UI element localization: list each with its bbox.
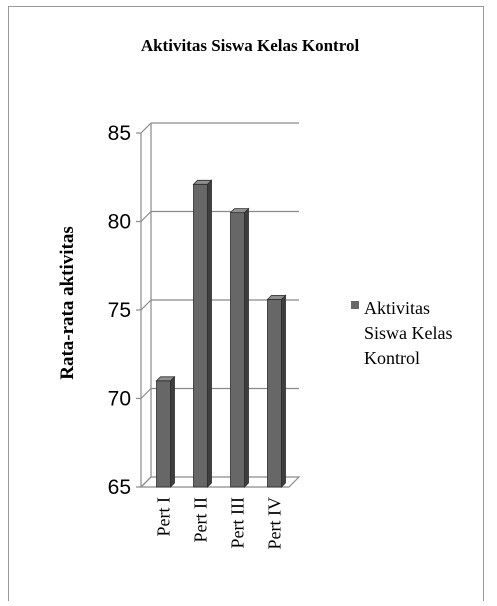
- axes: [136, 123, 301, 488]
- y-axis-label: Rata-rata aktivitas: [57, 226, 78, 380]
- bar: [230, 212, 245, 488]
- legend-label: Aktivitas Siswa Kelas Kontrol: [364, 298, 453, 368]
- bar-top: [155, 376, 176, 382]
- bar-top: [192, 179, 213, 185]
- chart-frame: Aktivitas Siswa Kelas Kontrol Rata-rata …: [8, 6, 484, 601]
- chart-svg: Aktivitas Siswa Kelas Kontrol Rata-rata …: [57, 36, 453, 550]
- y-tick-label: 70: [108, 388, 131, 411]
- x-tick-label: Pert III: [228, 497, 248, 548]
- y-tick-labels: 65 70 75 80 85: [108, 122, 131, 499]
- bars: [155, 179, 287, 488]
- bar-top: [229, 208, 250, 214]
- legend-label-line: Kontrol: [364, 348, 420, 368]
- bar-side: [170, 375, 175, 488]
- bar-side: [207, 179, 212, 488]
- legend-swatch: [351, 301, 359, 309]
- x-tick-label: Pert I: [154, 497, 174, 537]
- bar-side: [281, 294, 286, 488]
- gridline-diagonal: [140, 299, 152, 311]
- x-tick-label: Pert II: [191, 497, 211, 542]
- x-tick-label: Pert IV: [265, 497, 285, 550]
- bar: [156, 380, 171, 488]
- legend-label-line: Aktivitas: [364, 298, 430, 318]
- gridline-diagonal: [140, 211, 152, 222]
- legend-label-line: Siswa Kelas: [364, 323, 453, 343]
- gridline-diagonal: [140, 122, 152, 134]
- gridline-diagonal: [140, 388, 152, 399]
- y-tick-label: 80: [108, 211, 131, 234]
- legend: Aktivitas Siswa Kelas Kontrol: [351, 298, 453, 368]
- bar: [193, 183, 208, 488]
- y-tick-label: 65: [108, 476, 131, 499]
- bar-top: [266, 294, 287, 300]
- y-tick-label: 75: [108, 299, 131, 322]
- chart-title: Aktivitas Siswa Kelas Kontrol: [141, 36, 360, 55]
- y-tick-label: 85: [108, 122, 131, 145]
- x-tick-labels: Pert I Pert II Pert III Pert IV: [154, 497, 285, 550]
- bar-side: [244, 207, 249, 488]
- bar: [267, 298, 282, 488]
